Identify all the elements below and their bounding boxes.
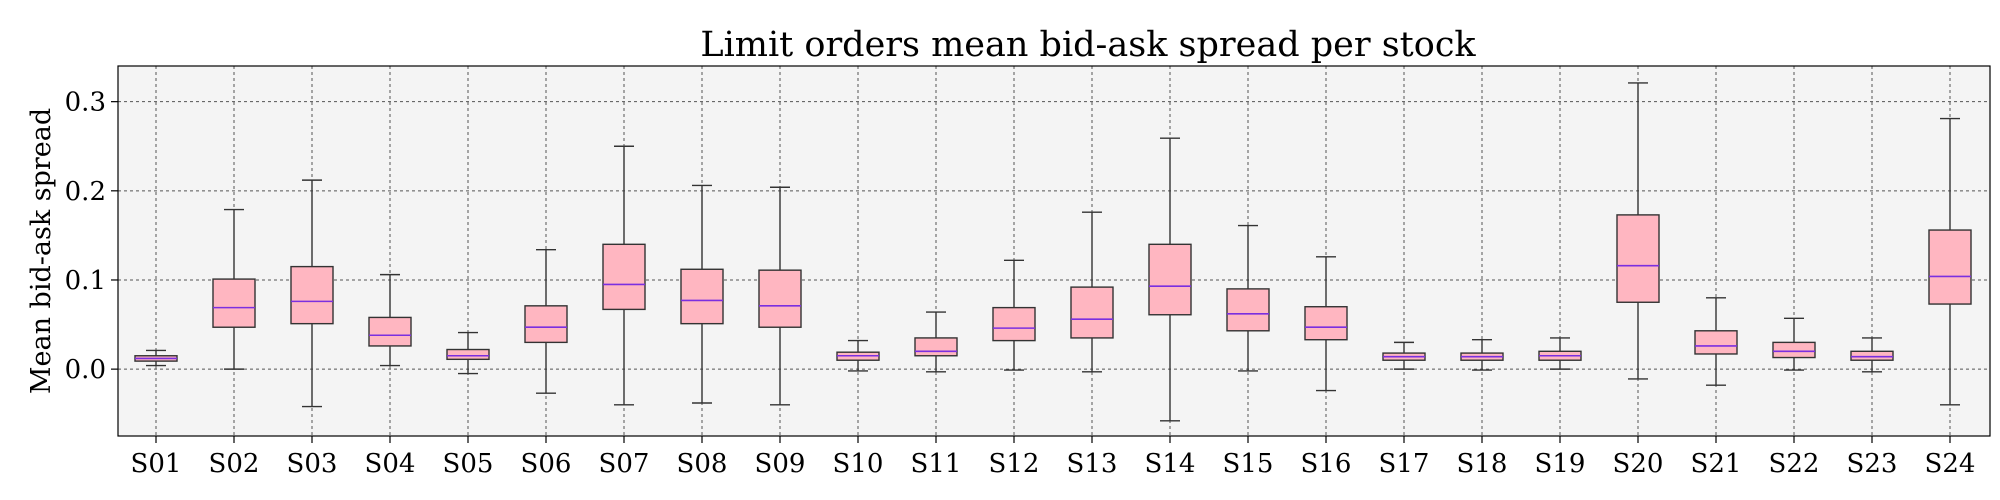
x-tick-label: S13 [1067, 449, 1118, 479]
x-tick-label: S23 [1847, 449, 1898, 479]
x-tick-label: S22 [1769, 449, 1820, 479]
x-tick-label: S02 [209, 449, 260, 479]
x-tick-label: S04 [365, 449, 416, 479]
iqr-box [368, 316, 412, 347]
x-tick-label: S20 [1613, 449, 1664, 479]
iqr-box [758, 269, 802, 328]
x-tick-label: S10 [833, 449, 884, 479]
iqr-box [1304, 306, 1348, 341]
x-tick-label: S01 [131, 449, 182, 479]
x-tick-label: S06 [521, 449, 572, 479]
x-axis: S01 S02 S03 S04 S05 S06 S07 S08 S09 S10 S11 S12 S13 S… [131, 436, 1976, 479]
box-s23 [1850, 337, 1894, 373]
box-s09 [758, 186, 802, 406]
x-tick-label: S21 [1691, 449, 1742, 479]
y-axis: 0.0 0.1 0.2 0.3 [65, 88, 118, 385]
x-tick-label: S03 [287, 449, 338, 479]
iqr-box [602, 243, 646, 311]
iqr-box [446, 348, 490, 361]
box-s12 [992, 259, 1036, 371]
box-s19 [1538, 337, 1582, 370]
plot-frame [117, 65, 1991, 437]
iqr-box [680, 268, 724, 325]
grid-lines [118, 66, 1990, 436]
box-s04 [368, 273, 412, 367]
y-axis-label: Mean bid-ask spread [26, 108, 57, 394]
box-s20 [1616, 82, 1660, 380]
chart-title: Limit orders mean bid-ask spread per sto… [700, 25, 1476, 65]
box-s11 [914, 311, 958, 373]
x-tick-label: S16 [1301, 449, 1352, 479]
iqr-box [1226, 288, 1270, 332]
box-s02 [212, 208, 256, 370]
x-tick-label: S07 [599, 449, 650, 479]
iqr-box [1148, 243, 1192, 316]
box-s16 [1304, 256, 1348, 392]
x-tick-label: S24 [1925, 449, 1976, 479]
iqr-box [1070, 286, 1114, 339]
x-tick-label: S18 [1457, 449, 1508, 479]
box-s13 [1070, 211, 1114, 373]
iqr-box [914, 337, 958, 357]
box-s15 [1226, 224, 1270, 372]
plot-area [118, 66, 1990, 436]
iqr-box [1772, 341, 1816, 359]
x-tick-label: S15 [1223, 449, 1274, 479]
x-tick-label: S11 [911, 449, 962, 479]
iqr-box [992, 306, 1036, 342]
y-tick-label: 0.2 [65, 177, 106, 207]
box-s06 [524, 248, 568, 394]
box-s07 [602, 145, 646, 406]
iqr-box [1694, 330, 1738, 355]
y-tick-label: 0.3 [65, 88, 106, 118]
box-s10 [836, 339, 880, 372]
y-tick-label: 0.1 [65, 266, 106, 296]
iqr-box [1850, 350, 1894, 361]
x-tick-label: S08 [677, 449, 728, 479]
iqr-box [524, 305, 568, 344]
box-s05 [446, 331, 490, 375]
box-s01 [134, 349, 178, 367]
box-s24 [1928, 117, 1972, 406]
iqr-box [290, 265, 334, 325]
x-tick-label: S17 [1379, 449, 1430, 479]
x-tick-label: S14 [1145, 449, 1196, 479]
box-series [134, 82, 1972, 422]
iqr-box [212, 278, 256, 328]
box-s03 [290, 179, 334, 408]
x-tick-label: S19 [1535, 449, 1586, 479]
iqr-box [1616, 214, 1660, 303]
x-tick-label: S05 [443, 449, 494, 479]
y-tick-label: 0.0 [65, 355, 106, 385]
x-tick-label: S09 [755, 449, 806, 479]
box-s17 [1382, 341, 1426, 370]
box-s08 [680, 184, 724, 404]
x-tick-label: S12 [989, 449, 1040, 479]
box-s14 [1148, 137, 1192, 422]
box-s18 [1460, 339, 1504, 371]
box-s21 [1694, 297, 1738, 386]
iqr-box [1928, 229, 1972, 305]
box-s22 [1772, 317, 1816, 371]
